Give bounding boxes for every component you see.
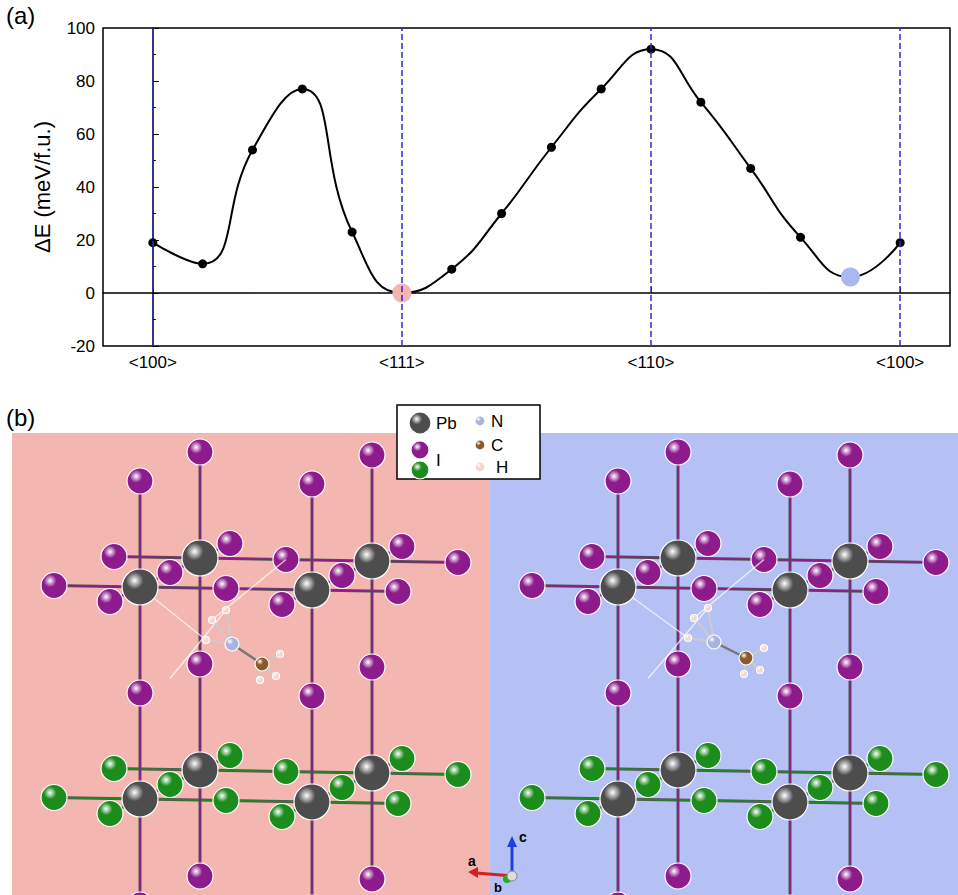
- svg-text:C: C: [491, 436, 503, 455]
- svg-text:40: 40: [76, 178, 95, 197]
- svg-text:c: c: [519, 829, 527, 845]
- svg-text:60: 60: [76, 125, 95, 144]
- svg-text:Pb: Pb: [436, 414, 457, 433]
- svg-text:<100>: <100>: [129, 353, 177, 372]
- svg-text:(a): (a): [6, 2, 35, 29]
- svg-text:100: 100: [67, 19, 95, 38]
- svg-text:<110>: <110>: [628, 353, 675, 372]
- svg-text:N: N: [491, 412, 503, 431]
- svg-text:<100>: <100>: [876, 353, 924, 372]
- svg-text:b: b: [494, 880, 502, 895]
- svg-text:80: 80: [76, 72, 95, 91]
- svg-text:I: I: [436, 451, 441, 470]
- svg-text:-20: -20: [70, 337, 95, 356]
- svg-text:<111>: <111>: [379, 353, 425, 372]
- svg-text:0: 0: [86, 284, 95, 303]
- svg-text:ΔE (meV/f.u.): ΔE (meV/f.u.): [30, 121, 55, 253]
- svg-text:a: a: [468, 853, 476, 869]
- svg-text:H: H: [496, 458, 508, 477]
- svg-text:(b): (b): [6, 404, 35, 431]
- svg-text:20: 20: [76, 231, 95, 250]
